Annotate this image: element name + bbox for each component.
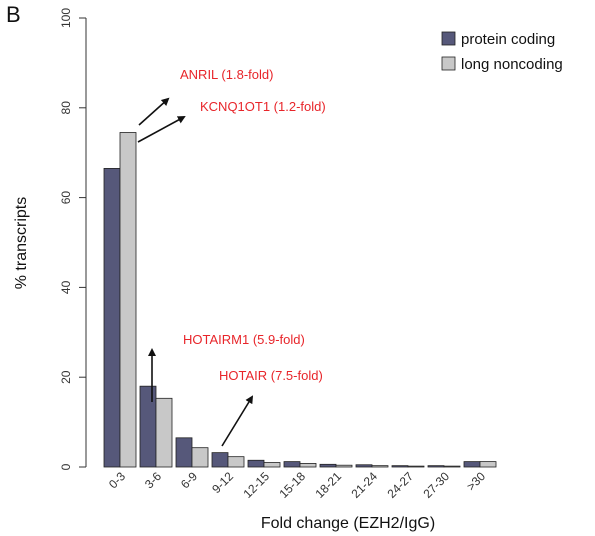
y-tick-label: 0: [59, 463, 73, 470]
bar-protein-coding-21-24: [355, 464, 373, 468]
annotation-hotairm1: HOTAIRM1 (5.9-fold): [183, 332, 305, 347]
annotations: ANRIL (1.8-fold) KCNQ1OT1 (1.2-fold) HOT…: [137, 67, 326, 447]
bar-protein-coding-0-3: [103, 168, 121, 468]
x-tick-label: 12-15: [241, 469, 273, 501]
x-tick-label: 27-30: [421, 469, 453, 501]
bar-long-noncoding-24-27: [407, 465, 425, 468]
bar-long-noncoding-15-18: [299, 463, 317, 468]
x-tick-label: >30: [464, 469, 489, 494]
bar-protein-coding-3-6: [139, 385, 157, 468]
arrow-hotair: [221, 395, 254, 447]
panel-label: B: [6, 2, 21, 27]
y-tick-label: 40: [59, 280, 73, 294]
bar-protein-coding-9-12: [211, 452, 229, 468]
bar-long-noncoding-18-21: [335, 464, 353, 468]
y-axis-title: % transcripts: [13, 197, 30, 289]
bar-long-noncoding-21-24: [371, 465, 389, 468]
y-tick-labels: 0 20 40 60 80 100: [59, 8, 73, 471]
legend-label-protein-coding: protein coding: [461, 31, 555, 48]
y-tick-label: 80: [59, 101, 73, 115]
bar-protein-coding-18-21: [319, 463, 337, 468]
bar-long-noncoding-30: [479, 461, 497, 468]
x-tick-label: 15-18: [277, 469, 309, 501]
x-tick-label: 6-9: [178, 469, 200, 491]
bar-protein-coding-6-9: [175, 437, 193, 468]
bar-long-noncoding-27-30: [443, 465, 461, 468]
bar-protein-coding-24-27: [391, 465, 409, 468]
x-tick-label: 0-3: [106, 469, 128, 491]
legend-label-long-noncoding: long noncoding: [461, 56, 563, 73]
annotation-anril: ANRIL (1.8-fold): [180, 67, 273, 82]
bar-long-noncoding-0-3: [119, 132, 137, 468]
legend-swatch-long-noncoding: [441, 56, 456, 71]
chart-bars: [103, 132, 497, 468]
legend: protein coding long noncoding: [441, 31, 563, 73]
bar-long-noncoding-9-12: [227, 456, 245, 468]
bar-protein-coding-15-18: [283, 461, 301, 468]
x-tick-labels: 0-3 3-6 6-9 9-12 12-15 15-18 18-21 21-24 24-27 27…: [106, 469, 488, 501]
x-tick-label: 21-24: [349, 469, 381, 501]
y-tick-label: 60: [59, 191, 73, 205]
annotation-hotair: HOTAIR (7.5-fold): [219, 368, 323, 383]
legend-swatch-protein-coding: [441, 31, 456, 46]
bar-protein-coding-30: [463, 461, 481, 468]
bar-long-noncoding-6-9: [191, 447, 209, 468]
x-tick-label: 18-21: [313, 469, 345, 501]
x-tick-label: 9-12: [209, 469, 236, 496]
y-tick-label: 100: [59, 8, 73, 28]
arrow-kcnq1ot1: [137, 116, 186, 143]
bar-long-noncoding-3-6: [155, 397, 173, 468]
chart-axes: [79, 17, 87, 468]
bar-protein-coding-12-15: [247, 459, 265, 468]
x-axis-title: Fold change (EZH2/IgG): [261, 515, 435, 532]
x-tick-label: 24-27: [385, 469, 417, 501]
bar-long-noncoding-12-15: [263, 462, 281, 468]
y-tick-label: 20: [59, 370, 73, 384]
x-tick-label: 3-6: [142, 469, 164, 491]
annotation-kcnq1ot1: KCNQ1OT1 (1.2-fold): [200, 99, 326, 114]
arrow-anril: [138, 97, 170, 126]
bar-protein-coding-27-30: [427, 465, 445, 468]
